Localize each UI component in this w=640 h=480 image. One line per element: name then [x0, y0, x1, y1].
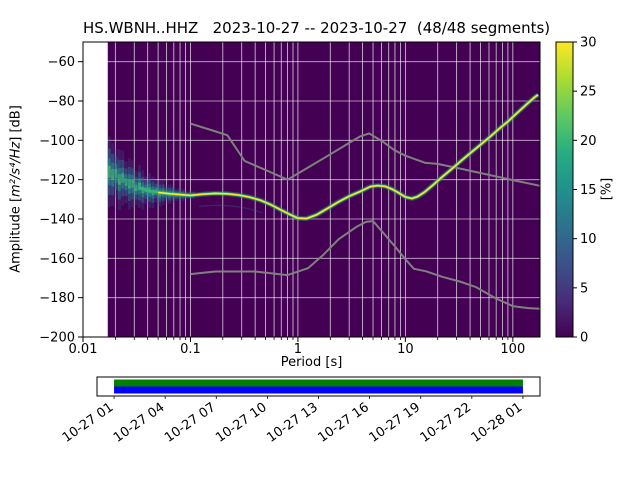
colorbar-tick-label: 15 [580, 183, 597, 198]
y-tick-label: −160 [39, 252, 75, 267]
y-tick-label: −200 [39, 331, 75, 346]
psd-cloud-bin [131, 179, 135, 188]
date-tick-label: 10-27 22 [418, 400, 474, 446]
y-tick-label: −60 [48, 55, 75, 70]
colorbar-tick-label: 0 [580, 331, 588, 346]
timeline-coverage-top [114, 379, 523, 387]
x-axis-label: Period [s] [280, 355, 343, 370]
x-tick-label: 0.1 [180, 342, 201, 357]
colorbar-tick-label: 20 [580, 134, 597, 149]
x-tick-label: 10 [397, 342, 414, 357]
noise-model-high [190, 122, 541, 187]
y-axis-label-units: m²/s⁴/Hz [8, 141, 24, 197]
psd-secondary-band [198, 204, 263, 214]
y-tick-label: −100 [39, 134, 75, 149]
date-tick-label: 10-27 07 [162, 400, 218, 446]
colorbar-label: [%] [599, 177, 615, 201]
date-tick-label: 10-27 01 [60, 400, 116, 446]
date-tick-label: 10-27 04 [111, 400, 167, 446]
x-tick-label: 100 [500, 342, 525, 357]
psd-cloud-bin [127, 179, 131, 189]
date-tick-label: 10-27 10 [213, 400, 269, 446]
axes-frame [82, 41, 541, 338]
y-tick-label: −180 [39, 291, 75, 306]
psd-mode-core [158, 94, 539, 220]
noise-model-low [190, 220, 541, 310]
timeline-coverage-bottom [114, 386, 523, 394]
colorbar-tick-label: 5 [580, 281, 588, 296]
y-tick-label: −140 [39, 213, 75, 228]
psd-cloud-bin [134, 185, 138, 191]
psd-cloud-bin [111, 169, 115, 180]
psd-cloud-bin [121, 173, 125, 183]
colorbar-gradient [556, 42, 573, 337]
colorbar-tick-label: 10 [580, 232, 597, 247]
date-tick-label: 10-28 01 [469, 400, 525, 446]
psd-cloud-bin [124, 178, 128, 186]
y-axis-label-suffix: ] [dB] [8, 105, 24, 142]
y-tick-label: −120 [39, 173, 75, 188]
psd-cloud-bin [114, 169, 118, 178]
psd-cloud-bin [107, 165, 111, 178]
date-tick-label: 10-27 13 [264, 400, 320, 446]
x-tick-label: 0.01 [69, 342, 98, 357]
colorbar-tick-label: 30 [580, 36, 597, 51]
x-tick-label: 1 [294, 342, 302, 357]
y-axis-label: Amplitude [m²/s⁴/Hz] [dB] [9, 105, 24, 273]
psd-cloud-bin [117, 174, 121, 185]
chart-title: HS.WBNH..HHZ 2023-10-27 -- 2023-10-27 (4… [83, 19, 551, 37]
colorbar-tick-label: 25 [580, 85, 597, 100]
y-axis-label-prefix: Amplitude [ [8, 196, 24, 273]
date-tick-label: 10-27 19 [367, 400, 423, 446]
date-tick-label: 10-27 16 [315, 400, 371, 446]
y-tick-label: −80 [48, 95, 75, 110]
